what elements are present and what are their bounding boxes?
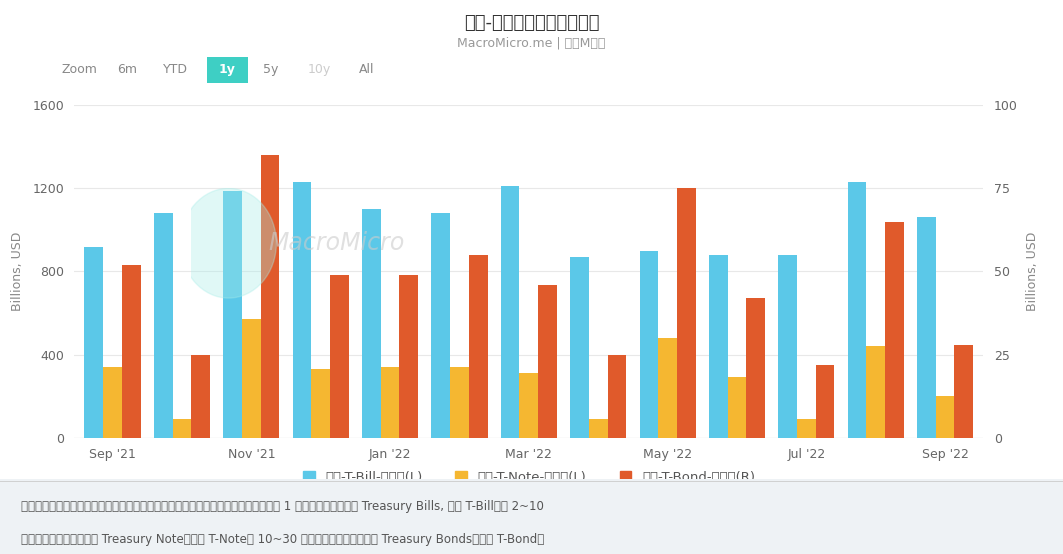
Text: 美国-财政部每月债券发行量: 美国-财政部每月债券发行量 <box>463 14 600 32</box>
Bar <box>331 275 349 438</box>
Text: Zoom: Zoom <box>62 63 98 76</box>
Bar <box>589 419 608 438</box>
Bar <box>84 247 103 438</box>
Bar <box>469 255 488 438</box>
Bar <box>727 377 746 438</box>
Text: 6m: 6m <box>118 63 137 76</box>
Text: 年内到期的中期国库券为 Treasury Note，简称 T-Note； 10~30 年内到期的长线国库券为 Treasury Bonds，简称 T-Bond。: 年内到期的中期国库券为 Treasury Note，简称 T-Note； 10~… <box>21 533 544 546</box>
Bar <box>778 255 797 438</box>
Text: MacroMicro: MacroMicro <box>268 231 404 255</box>
Bar <box>311 369 331 438</box>
Bar <box>847 182 866 438</box>
Text: 1y: 1y <box>219 63 236 76</box>
Circle shape <box>181 188 276 298</box>
Bar <box>400 275 418 438</box>
Bar <box>432 213 450 438</box>
Bar <box>242 319 260 438</box>
Bar <box>450 367 469 438</box>
Bar <box>260 155 280 438</box>
Bar <box>746 298 765 438</box>
Bar <box>709 255 727 438</box>
Bar <box>538 285 557 438</box>
Bar <box>501 186 520 438</box>
Bar <box>381 367 400 438</box>
Bar <box>640 250 658 438</box>
Bar <box>677 188 695 438</box>
Bar <box>885 222 904 438</box>
FancyBboxPatch shape <box>205 55 250 84</box>
Bar <box>223 192 242 438</box>
Text: All: All <box>359 63 374 76</box>
Text: MacroMicro.me | 財經M平方: MacroMicro.me | 財經M平方 <box>457 36 606 49</box>
Bar <box>866 346 885 438</box>
Y-axis label: Billions, USD: Billions, USD <box>1026 232 1039 311</box>
Bar <box>797 419 815 438</box>
Text: YTD: YTD <box>163 63 188 76</box>
Bar <box>935 396 955 438</box>
Bar <box>658 338 677 438</box>
Bar <box>608 355 626 438</box>
Text: 5y: 5y <box>264 63 279 76</box>
Bar <box>292 182 311 438</box>
Bar <box>154 213 172 438</box>
Text: 财政部透过发行国债，以向市场获得资金去推动财政政策，发行债券类型中，通常称 1 年以内的短线债券为 Treasury Bills, 简称 T-Bill；而 2~: 财政部透过发行国债，以向市场获得资金去推动财政政策，发行债券类型中，通常称 1 … <box>21 500 544 513</box>
Bar <box>917 217 935 438</box>
Bar <box>172 419 191 438</box>
Legend: 美债-T-Bill-发行量(L), 美债-T-Note-发行量(L), 美债-T-Bond-发行量(R): 美债-T-Bill-发行量(L), 美债-T-Note-发行量(L), 美债-T… <box>298 466 760 489</box>
Y-axis label: Billions, USD: Billions, USD <box>11 232 23 311</box>
Bar <box>122 265 140 438</box>
Text: 10y: 10y <box>307 63 331 76</box>
Bar <box>955 345 974 438</box>
Bar <box>191 355 210 438</box>
Bar <box>362 209 381 438</box>
Bar <box>103 367 122 438</box>
Bar <box>815 365 834 438</box>
Bar <box>520 373 538 438</box>
Bar <box>570 257 589 438</box>
